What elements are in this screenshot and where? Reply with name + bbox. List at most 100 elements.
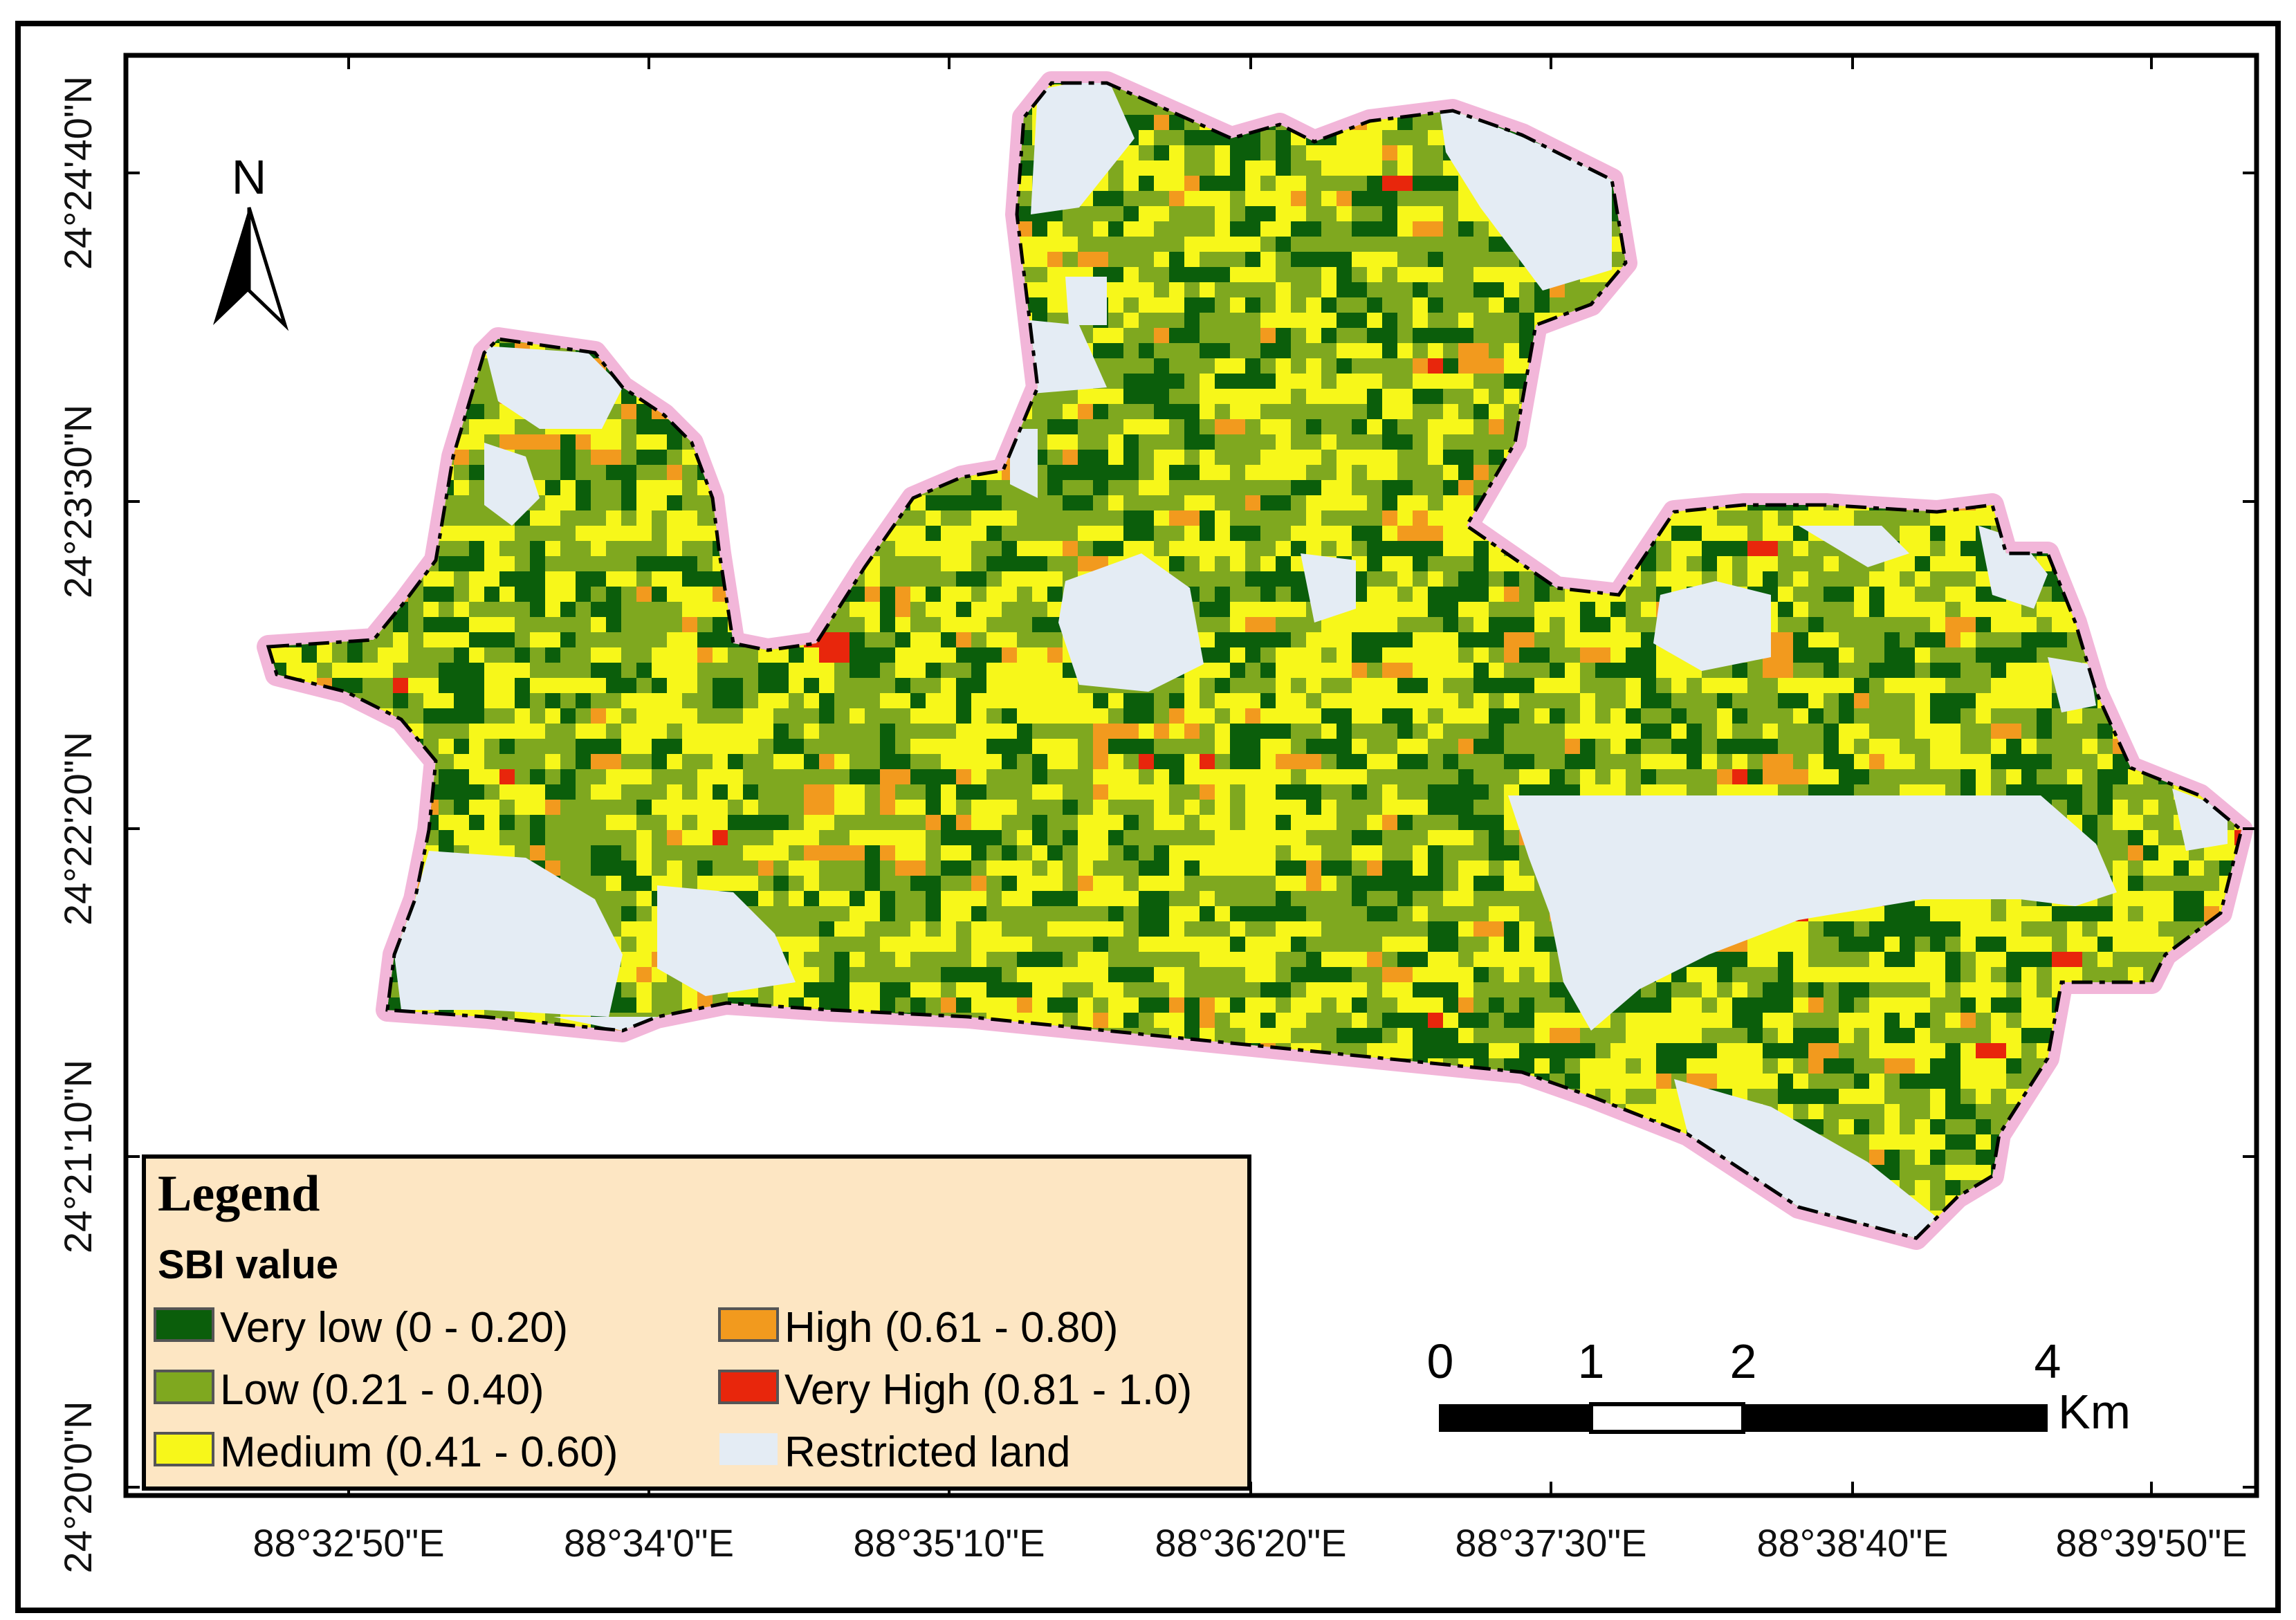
raster-patch — [1123, 297, 1139, 313]
raster-patch — [1687, 678, 1702, 693]
raster-patch — [1550, 708, 1565, 724]
raster-patch — [682, 465, 697, 480]
raster-patch — [849, 769, 865, 784]
raster-patch — [439, 617, 469, 632]
raster-patch — [591, 647, 606, 663]
raster-patch — [1854, 754, 1869, 769]
raster-patch — [1337, 145, 1367, 160]
raster-patch — [941, 587, 956, 617]
raster-patch — [1139, 876, 1154, 891]
raster-patch — [1443, 784, 1458, 800]
raster-patch — [1489, 419, 1504, 434]
raster-patch — [1869, 754, 1884, 769]
raster-patch — [1337, 724, 1352, 739]
raster-patch — [713, 830, 728, 845]
raster-patch — [773, 739, 804, 754]
raster-patch — [1200, 404, 1215, 419]
raster-patch — [1397, 374, 1413, 389]
raster-patch — [1093, 389, 1123, 404]
raster-patch — [819, 906, 834, 921]
raster-patch — [1306, 221, 1321, 237]
raster-patch — [576, 526, 606, 541]
raster-patch — [636, 845, 652, 876]
raster-patch — [926, 495, 941, 510]
raster-patch — [1930, 541, 1945, 556]
raster-patch — [1108, 328, 1123, 343]
raster-patch — [1580, 663, 1595, 678]
raster-patch — [1550, 617, 1565, 663]
raster-patch — [986, 800, 1002, 815]
raster-patch — [1763, 510, 1778, 526]
raster-patch — [910, 876, 941, 891]
raster-patch — [1047, 921, 1063, 937]
raster-patch — [1078, 465, 1093, 480]
raster-patch — [1215, 450, 1245, 465]
raster-patch — [895, 678, 910, 693]
raster-patch — [1017, 952, 1047, 967]
raster-patch — [1123, 495, 1139, 510]
raster-patch — [941, 906, 956, 937]
raster-patch — [1123, 358, 1154, 374]
raster-patch — [1108, 160, 1123, 191]
raster-patch — [1382, 556, 1413, 571]
raster-patch — [1108, 876, 1123, 891]
raster-patch — [1200, 769, 1215, 784]
raster-patch — [530, 510, 545, 526]
raster-patch — [1169, 191, 1184, 206]
raster-patch — [1900, 526, 1930, 541]
raster-patch — [1306, 693, 1321, 708]
raster-patch — [758, 860, 773, 876]
raster-patch — [865, 952, 895, 982]
raster-patch — [1184, 921, 1230, 937]
raster-patch — [1458, 784, 1473, 800]
raster-patch — [1154, 374, 1169, 389]
raster-patch — [1519, 571, 1534, 602]
raster-patch — [1367, 358, 1382, 374]
raster-patch — [1687, 754, 1702, 769]
raster-patch — [1626, 708, 1641, 724]
raster-patch — [789, 708, 819, 724]
raster-patch — [1458, 754, 1489, 769]
outer-frame — [15, 21, 2281, 1613]
raster-patch — [545, 556, 560, 571]
raster-patch — [1169, 252, 1184, 267]
raster-patch — [1945, 556, 1976, 571]
raster-patch — [1580, 769, 1595, 784]
raster-patch — [1337, 754, 1367, 769]
raster-patch — [1291, 145, 1306, 160]
raster-patch — [880, 937, 910, 952]
raster-patch — [423, 693, 454, 708]
raster-patch — [591, 800, 636, 815]
raster-patch — [1337, 176, 1352, 191]
raster-patch — [1428, 769, 1458, 784]
raster-patch — [1139, 374, 1154, 389]
raster-patch — [1017, 784, 1032, 815]
raster-patch — [545, 693, 560, 708]
raster-patch — [636, 587, 652, 602]
raster-patch — [1367, 663, 1382, 678]
raster-patch — [682, 602, 697, 617]
raster-patch — [1002, 937, 1017, 952]
raster-patch — [621, 693, 682, 708]
raster-patch — [576, 876, 591, 891]
raster-patch — [728, 815, 789, 830]
raster-patch — [910, 708, 941, 724]
raster-patch — [1002, 921, 1017, 937]
raster-patch — [789, 891, 804, 906]
raster-patch — [1930, 526, 1945, 541]
raster-patch — [2021, 937, 2037, 952]
raster-patch — [1245, 297, 1260, 313]
raster-patch — [834, 617, 865, 632]
raster-patch — [1397, 952, 1428, 967]
raster-patch — [1047, 434, 1063, 450]
raster-patch — [1276, 708, 1291, 724]
raster-patch — [1047, 952, 1063, 967]
raster-patch — [1184, 160, 1215, 176]
raster-patch — [1473, 282, 1504, 297]
raster-patch — [469, 571, 499, 587]
raster-patch — [986, 617, 1017, 632]
raster-patch — [1382, 419, 1397, 450]
raster-patch — [1123, 876, 1139, 891]
raster-patch — [1063, 389, 1078, 404]
